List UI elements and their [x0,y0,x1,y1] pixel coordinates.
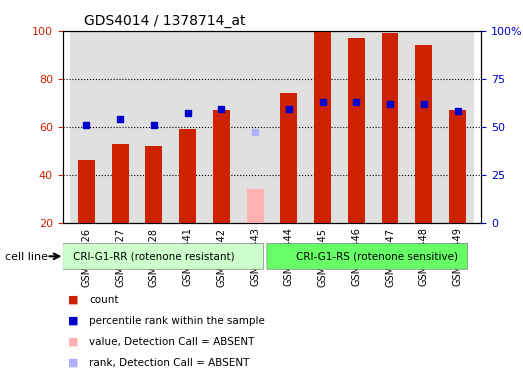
Text: CRI-G1-RR (rotenone resistant): CRI-G1-RR (rotenone resistant) [73,251,235,262]
Bar [204,31,238,223]
Bar [306,31,339,223]
Bar [272,31,306,223]
Bar [247,189,264,223]
Bar [137,31,170,223]
FancyBboxPatch shape [63,243,264,269]
Text: rank, Detection Call = ABSENT: rank, Detection Call = ABSENT [89,358,249,368]
Text: ■: ■ [68,316,78,326]
Text: ■: ■ [68,295,78,305]
Bar [407,31,441,223]
Bar [382,33,399,223]
Bar [373,31,407,223]
FancyBboxPatch shape [267,243,468,269]
Text: percentile rank within the sample: percentile rank within the sample [89,316,265,326]
Text: CRI-G1-RS (rotenone sensitive): CRI-G1-RS (rotenone sensitive) [295,251,458,262]
Text: count: count [89,295,118,305]
Bar [314,31,331,223]
Bar [415,45,432,223]
Bar [213,110,230,223]
Bar [449,110,466,223]
Bar [112,144,129,223]
Bar [238,31,272,223]
Bar [145,146,162,223]
Bar [179,129,196,223]
Bar [348,38,365,223]
Text: ■: ■ [68,358,78,368]
Bar [170,31,204,223]
Bar [103,31,137,223]
Text: ■: ■ [68,337,78,347]
Bar [78,161,95,223]
Text: GDS4014 / 1378714_at: GDS4014 / 1378714_at [84,14,245,28]
Bar [70,31,103,223]
Bar [441,31,474,223]
Text: cell line: cell line [5,252,48,262]
Bar [339,31,373,223]
Text: value, Detection Call = ABSENT: value, Detection Call = ABSENT [89,337,254,347]
Bar [280,93,297,223]
